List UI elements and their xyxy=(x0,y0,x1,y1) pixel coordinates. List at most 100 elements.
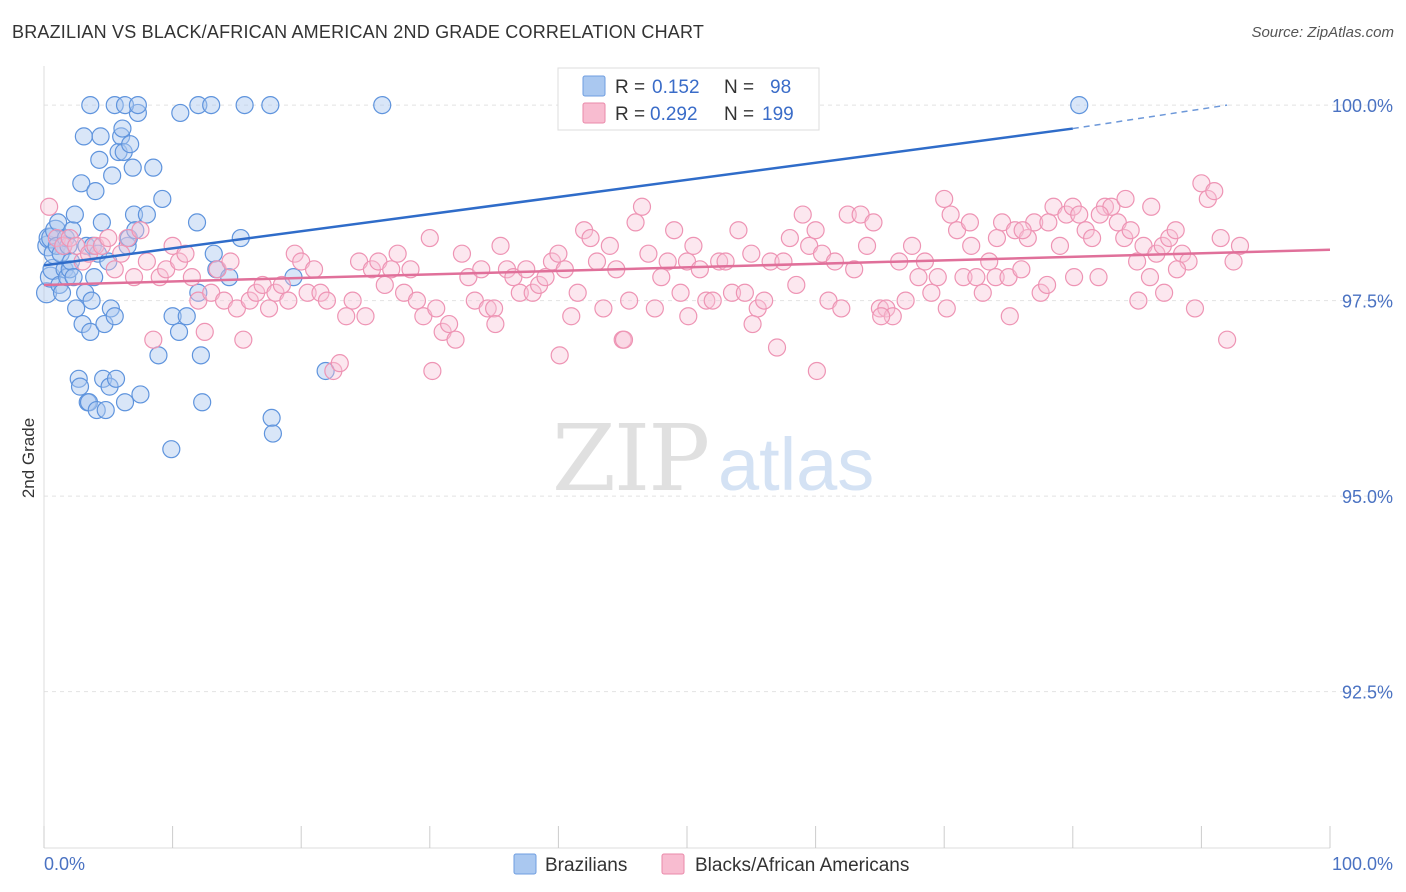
blacks-point-181 xyxy=(1205,182,1224,201)
blacks-point-10 xyxy=(105,260,124,279)
brazilians-point-66 xyxy=(144,158,163,177)
blacks-point-182 xyxy=(1211,228,1230,248)
blacks-point-85 xyxy=(587,252,607,271)
blacks-point-57 xyxy=(407,291,427,310)
blacks-point-113 xyxy=(767,338,787,357)
bottom-legend-swatch-brazilians xyxy=(513,853,537,875)
blacks-point-162 xyxy=(1082,228,1102,248)
brazilians-point-61 xyxy=(124,205,144,224)
brazilians-point-71 xyxy=(169,322,189,341)
bottom-legend-swatch-blacks xyxy=(661,853,685,875)
blacks-point-28 xyxy=(221,252,240,271)
blacks-point-175 xyxy=(1166,221,1185,240)
brazilians-point-88 xyxy=(105,95,124,115)
source-label: Source: ZipAtlas.com xyxy=(1251,24,1394,41)
brazilians-point-95 xyxy=(373,95,392,115)
blacks-point-202 xyxy=(1090,205,1109,224)
brazilians-point-62 xyxy=(126,221,145,240)
blacks-point-101 xyxy=(690,260,709,279)
blacks-point-123 xyxy=(832,299,851,318)
brazilians-point-94 xyxy=(261,95,280,115)
bottom-legend: Brazilians Blacks/African Americans xyxy=(513,853,909,876)
blacks-point-151 xyxy=(1012,260,1031,279)
blacks-point-93 xyxy=(639,244,658,263)
blacks-point-30 xyxy=(234,330,253,349)
x-tick-label-0: 0.0% xyxy=(44,854,85,874)
brazilians-point-87 xyxy=(81,95,100,115)
blacks-point-114 xyxy=(774,252,793,271)
blacks-point-24 xyxy=(195,322,214,341)
stats-legend-n-label-blacks: N = xyxy=(724,104,754,125)
blacks-point-74 xyxy=(517,260,536,279)
brazilians-point-67 xyxy=(149,346,168,365)
brazilians-point-70 xyxy=(163,307,182,326)
brazilians-point-74 xyxy=(187,213,207,232)
blacks-point-168 xyxy=(1121,221,1140,240)
blacks-point-197 xyxy=(1129,291,1148,310)
y-tick-label-1: 97.5% xyxy=(1342,292,1393,312)
blacks-point-122 xyxy=(825,252,844,271)
blacks-point-79 xyxy=(549,244,568,263)
stats-legend-r-label-blacks: R = xyxy=(615,104,645,125)
blacks-point-183 xyxy=(1218,330,1237,349)
blacks-point-160 xyxy=(1070,205,1089,224)
brazilians-point-42 xyxy=(92,213,111,232)
blacks-point-92 xyxy=(632,197,652,216)
trend-lines xyxy=(43,104,1331,287)
brazilians-point-45 xyxy=(96,400,115,420)
blacks-point-53 xyxy=(382,260,401,279)
y-tick-label-3: 92.5% xyxy=(1342,683,1393,703)
blacks-point-135 xyxy=(909,268,928,287)
brazilians-point-22 xyxy=(65,205,84,224)
stats-legend-r-label-brazilians: R = xyxy=(615,77,645,98)
blacks-point-14 xyxy=(131,221,150,240)
brazilians-point-37 xyxy=(86,182,105,201)
blacks-point-125 xyxy=(845,260,864,279)
brazilians-point-73 xyxy=(177,307,196,326)
brazilians-point-64 xyxy=(131,385,150,404)
blacks-point-37 xyxy=(279,291,298,310)
blacks-point-171 xyxy=(1140,268,1160,287)
blacks-point-86 xyxy=(594,299,613,318)
brazilians-point-60 xyxy=(123,158,142,177)
blacks-point-111 xyxy=(755,291,774,310)
blacks-point-77 xyxy=(536,268,555,287)
brazilians-point-76 xyxy=(191,346,210,365)
brazilians-point-28 xyxy=(74,127,93,146)
blacks-point-108 xyxy=(735,283,754,302)
blacks-point-94 xyxy=(645,299,664,318)
blacks-point-193 xyxy=(872,307,891,326)
brazilians-point-51 xyxy=(106,369,126,388)
stats-legend-n-value-blacks: 199 xyxy=(762,104,794,125)
blacks-point-68 xyxy=(478,299,497,318)
blacks-point-117 xyxy=(793,205,812,224)
watermark-zip: ZIP xyxy=(552,405,708,512)
blacks-point-205 xyxy=(987,228,1007,248)
brazilians-point-41 xyxy=(91,127,110,146)
brazilians-point-23 xyxy=(67,299,86,318)
blacks-point-70 xyxy=(491,236,510,255)
blacks-point-192 xyxy=(743,314,762,334)
blacks-point-191 xyxy=(679,307,698,326)
blacks-point-102 xyxy=(697,291,716,310)
blacks-point-139 xyxy=(935,189,954,209)
y-tick-label-0: 100.0% xyxy=(1332,96,1393,116)
blacks-point-59 xyxy=(420,228,439,248)
blacks-point-45 xyxy=(330,354,349,373)
blacks-point-82 xyxy=(568,283,587,302)
blacks-point-52 xyxy=(375,275,394,295)
blacks-point-47 xyxy=(343,291,362,310)
brazilians-point-69 xyxy=(162,440,181,459)
blacks-point-178 xyxy=(1185,299,1205,318)
blacks-point-186 xyxy=(423,361,442,381)
blacks-point-62 xyxy=(439,314,459,334)
blacks-point-198 xyxy=(1155,283,1174,302)
blacks-point-67 xyxy=(472,260,491,279)
brazilians-point-25 xyxy=(70,377,90,396)
blacks-point-185 xyxy=(1230,236,1250,255)
y-tick-label-2: 95.0% xyxy=(1342,487,1393,507)
brazilians-point-93 xyxy=(235,95,254,115)
chart-title: BRAZILIAN VS BLACK/AFRICAN AMERICAN 2ND … xyxy=(12,22,705,42)
blacks-point-189 xyxy=(614,330,634,349)
